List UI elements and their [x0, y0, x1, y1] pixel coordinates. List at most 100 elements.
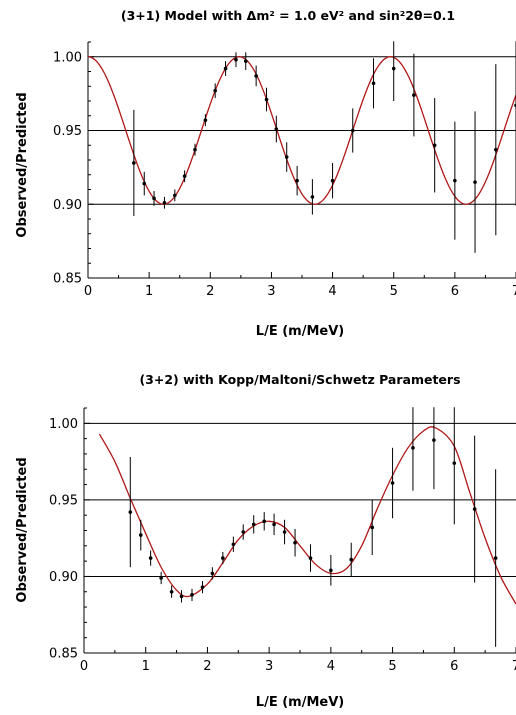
data-point — [391, 41, 396, 101]
point-marker — [190, 593, 194, 597]
x-tick-label: 5 — [390, 284, 398, 299]
data-point — [159, 571, 163, 585]
chart-title: (3+1) Model with Δm² = 1.0 eV² and sin²2… — [121, 8, 455, 23]
x-tick-label: 7 — [512, 659, 516, 674]
point-marker — [179, 594, 184, 599]
data-point — [200, 581, 205, 594]
x-tick-label: 3 — [267, 284, 275, 299]
point-marker — [213, 88, 217, 93]
point-marker — [223, 66, 228, 71]
model-curve — [98, 426, 516, 605]
data-point — [213, 83, 217, 99]
x-tick-label: 2 — [206, 284, 214, 299]
y-axis-label: Observed/Predicted — [15, 92, 30, 237]
x-tick-label: 1 — [142, 659, 150, 674]
point-marker — [493, 556, 498, 560]
data-point — [432, 98, 437, 193]
y-tick-label: 1.00 — [49, 417, 78, 432]
x-tick-label: 3 — [265, 659, 273, 674]
data-point — [310, 179, 315, 215]
x-tick-label: 6 — [450, 659, 458, 674]
point-marker — [262, 519, 267, 524]
data-point — [493, 469, 498, 647]
x-tick-label: 7 — [512, 284, 516, 299]
point-marker — [329, 568, 333, 573]
point-marker — [193, 147, 197, 152]
data-point — [234, 52, 238, 68]
data-point — [349, 542, 354, 577]
data-point — [412, 53, 416, 137]
data-point — [308, 544, 313, 572]
point-marker — [132, 161, 136, 165]
data-point — [254, 65, 258, 87]
point-marker — [138, 533, 143, 537]
data-point — [452, 407, 457, 525]
point-marker — [128, 510, 133, 514]
y-tick-label: 0.90 — [49, 570, 78, 585]
data-point — [293, 528, 297, 557]
data-point — [262, 512, 267, 531]
point-marker — [221, 556, 225, 560]
point-marker — [412, 93, 416, 97]
chart-title: (3+2) with Kopp/Maltoni/Schwetz Paramete… — [139, 372, 460, 387]
data-point — [221, 551, 225, 565]
data-point — [152, 190, 156, 206]
data-point — [210, 567, 215, 580]
point-marker — [452, 461, 457, 465]
data-point — [173, 189, 177, 202]
point-marker — [254, 74, 258, 78]
point-marker — [272, 522, 276, 527]
data-point — [203, 114, 208, 127]
point-marker — [308, 556, 313, 560]
point-marker — [159, 576, 163, 580]
y-tick-label: 0.85 — [49, 647, 78, 662]
data-point — [282, 519, 287, 545]
y-tick-label: 0.95 — [49, 493, 78, 508]
x-tick-label: 4 — [327, 659, 335, 674]
data-point — [241, 524, 246, 540]
data-point — [371, 58, 376, 109]
point-marker — [472, 507, 477, 511]
data-point — [390, 447, 395, 519]
data-point — [243, 52, 248, 71]
point-marker — [274, 127, 279, 131]
point-marker — [148, 556, 153, 560]
data-point — [190, 588, 194, 601]
data-point — [494, 64, 498, 236]
chart-3plus2: (3+2) with Kopp/Maltoni/Schwetz Paramete… — [15, 372, 516, 710]
point-marker — [310, 195, 315, 199]
point-marker — [371, 81, 376, 86]
point-marker — [264, 97, 269, 102]
point-marker — [330, 178, 335, 183]
data-point — [370, 499, 375, 555]
data-point — [132, 109, 136, 217]
data-point — [274, 115, 279, 143]
data-point — [350, 108, 355, 153]
point-marker — [453, 178, 457, 183]
point-marker — [169, 589, 174, 594]
point-marker — [182, 174, 187, 179]
point-marker — [370, 525, 375, 530]
point-marker — [234, 57, 238, 62]
point-marker — [432, 438, 436, 442]
data-point — [231, 536, 236, 552]
data-point — [251, 515, 256, 534]
point-marker — [200, 585, 205, 589]
point-marker — [142, 181, 147, 186]
data-point — [411, 407, 415, 491]
data-point — [284, 142, 289, 172]
x-axis-label: L/E (m/MeV) — [256, 324, 344, 339]
point-marker — [473, 180, 477, 184]
data-point — [472, 435, 477, 583]
point-marker — [284, 155, 289, 159]
data-point — [169, 585, 174, 598]
point-marker — [210, 571, 215, 576]
data-point — [128, 457, 133, 568]
point-marker — [293, 540, 297, 545]
x-tick-label: 0 — [80, 659, 88, 674]
data-point — [295, 165, 299, 196]
point-marker — [203, 118, 208, 122]
data-point — [453, 121, 457, 240]
data-point — [272, 513, 276, 536]
x-tick-label: 0 — [84, 284, 92, 299]
